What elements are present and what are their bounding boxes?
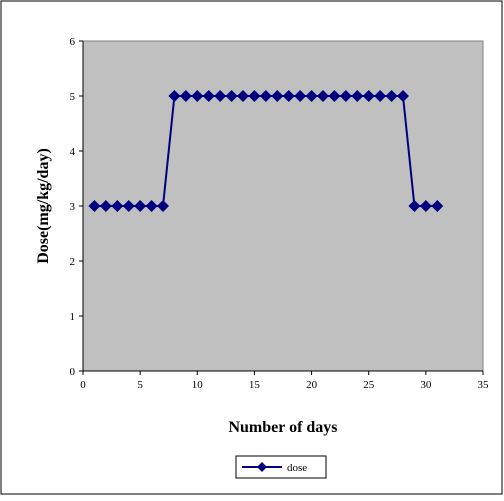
data-point-marker xyxy=(99,200,112,212)
data-point-marker xyxy=(214,90,227,102)
data-point-marker xyxy=(339,90,352,102)
data-point-marker xyxy=(282,90,295,102)
legend-series-marker xyxy=(257,462,267,472)
data-point-marker xyxy=(271,90,284,102)
data-point-marker xyxy=(305,90,318,102)
y-tick-label: 3 xyxy=(70,201,76,213)
data-point-marker xyxy=(317,90,329,102)
series-layer xyxy=(88,90,444,212)
y-tick-label: 2 xyxy=(70,256,76,268)
data-point-marker xyxy=(362,90,375,102)
data-point-marker xyxy=(168,90,181,102)
legend-series-label: dose xyxy=(287,462,307,474)
data-point-marker xyxy=(134,200,147,212)
x-tick-label: 5 xyxy=(137,379,143,391)
y-tick-label: 0 xyxy=(70,366,76,378)
x-tick-label: 25 xyxy=(363,379,375,391)
axes: 0 1 2 3 4 5 6 0 5 10 15 20 25 30 35 xyxy=(70,36,490,391)
data-point-marker xyxy=(385,90,398,102)
data-point-marker xyxy=(431,200,444,212)
x-tick-label: 35 xyxy=(478,379,490,391)
data-point-marker xyxy=(237,90,249,102)
y-tick-label: 5 xyxy=(70,91,76,103)
x-tick-label: 15 xyxy=(249,379,261,391)
data-point-marker xyxy=(408,200,421,212)
data-point-marker xyxy=(294,90,307,102)
data-point-marker xyxy=(179,90,192,102)
y-tick-label: 4 xyxy=(70,146,76,158)
y-tick-label: 6 xyxy=(70,36,76,48)
y-axis-title: Dose(mg/kg/day) xyxy=(35,148,52,264)
x-tick-label: 20 xyxy=(306,379,318,391)
x-tick-label: 10 xyxy=(192,379,204,391)
x-axis-title: Number of days xyxy=(228,419,337,436)
data-point-marker xyxy=(157,200,169,212)
data-point-marker xyxy=(397,90,409,102)
legend: dose xyxy=(235,455,327,479)
data-point-marker xyxy=(419,200,432,212)
data-point-marker xyxy=(225,90,238,102)
y-tick-label: 1 xyxy=(70,311,76,323)
data-point-marker xyxy=(122,200,135,212)
data-point-marker xyxy=(259,90,272,102)
x-tick-label: 0 xyxy=(80,379,86,391)
data-point-marker xyxy=(88,200,101,212)
x-tick-label: 30 xyxy=(420,379,432,391)
data-point-marker xyxy=(145,200,158,212)
data-point-marker xyxy=(202,90,215,102)
data-point-marker xyxy=(111,200,124,212)
data-point-marker xyxy=(374,90,387,102)
data-point-marker xyxy=(351,90,364,102)
data-point-marker xyxy=(191,90,204,102)
data-point-marker xyxy=(248,90,261,102)
data-point-marker xyxy=(328,90,341,102)
